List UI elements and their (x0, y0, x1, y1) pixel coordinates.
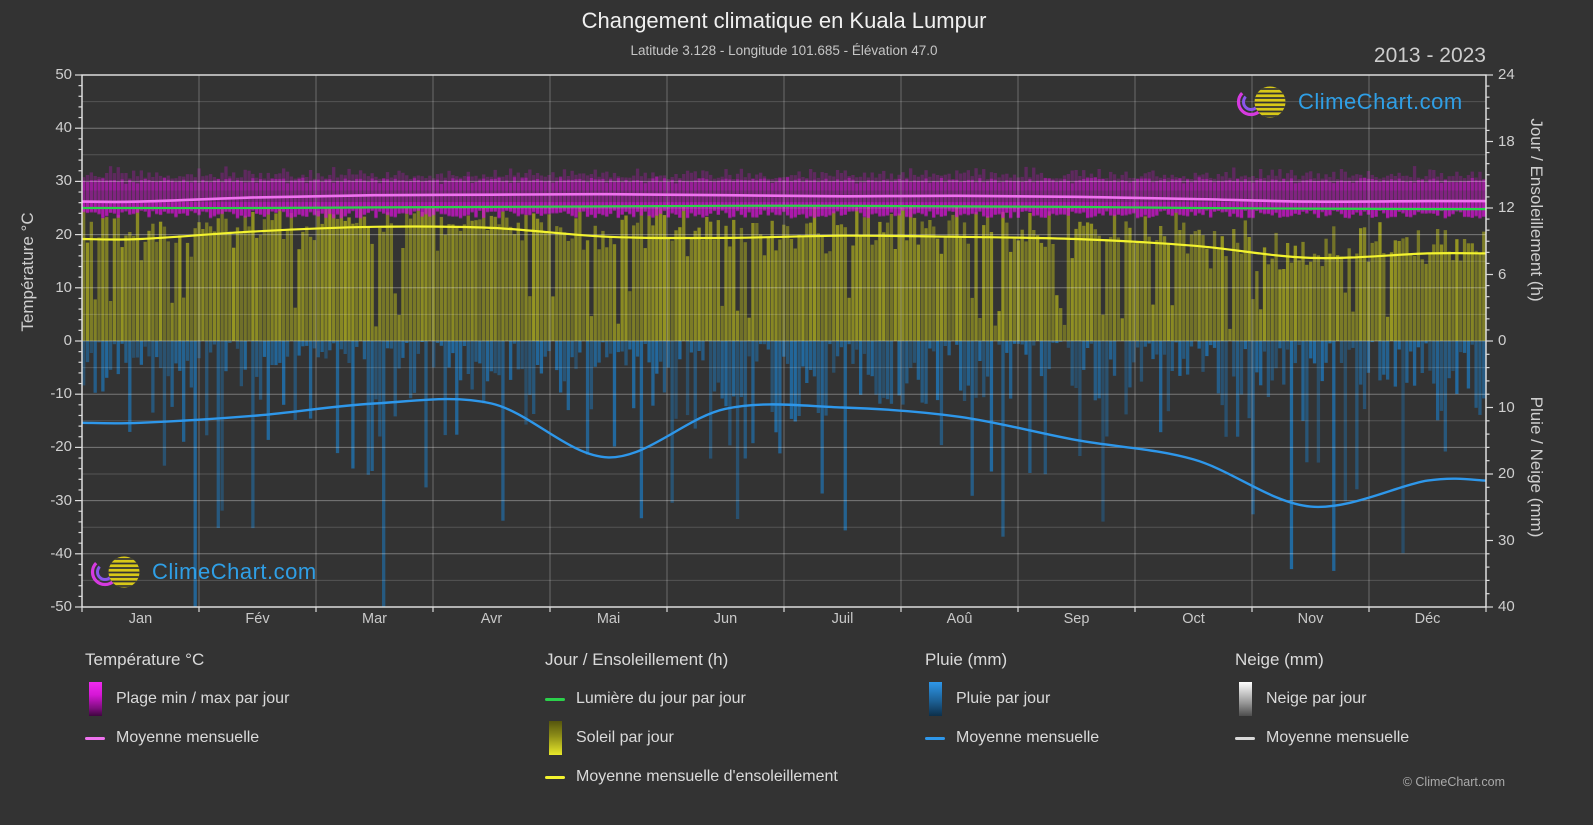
legend-group-snow: Neige (mm) Neige par jour Moyenne mensuell… (1235, 650, 1535, 760)
copyright-text: © ClimeChart.com (1402, 775, 1505, 789)
legend-item-label: Lumière du jour par jour (576, 690, 746, 707)
page-title: Changement climatique en Kuala Lumpur (581, 8, 987, 33)
month-label-5: Mai (596, 611, 621, 627)
legend-item: Moyenne mensuelle (1235, 721, 1535, 755)
year-range: 2013 - 2023 (1373, 44, 1486, 67)
legend-item: Pluie par jour (925, 682, 1225, 716)
month-label-12: Déc (1414, 611, 1441, 627)
legend-gradient-swatch (1235, 682, 1255, 716)
month-label-8: Aoû (946, 611, 973, 627)
sun-tick-label: 24 (1498, 66, 1515, 83)
legend-gradient-swatch (85, 682, 105, 716)
temp-tick-label: 50 (55, 66, 72, 83)
legend-line-swatch (85, 721, 105, 755)
legend-item: Soleil par jour (545, 721, 845, 755)
watermark-bottom-left: ClimeChart.com (90, 552, 317, 592)
sun-tick-label: 6 (1498, 265, 1507, 283)
legend-group-rain: Pluie (mm) Pluie par jour Moyenne mensuell… (925, 650, 1225, 760)
legend-header-daylight-sun: Jour / Ensoleillement (h) (545, 650, 729, 669)
temp-tick-label: 20 (55, 225, 72, 243)
temp-tick-label: -50 (50, 598, 72, 615)
precip-tick-label: 20 (1498, 465, 1515, 482)
temperature-monthly-mean-line (81, 192, 1487, 204)
month-label-9: Sep (1063, 611, 1090, 627)
legend-item: Moyenne mensuelle (85, 721, 385, 755)
watermark-text: ClimeChart.com (152, 559, 317, 584)
legend-header-rain: Pluie (mm) (925, 650, 1008, 669)
legend-group-temperature: Température °C Plage min / max par jour Mo… (85, 650, 385, 760)
gridlines-layer (82, 75, 1486, 607)
temp-tick-label: -20 (50, 438, 72, 456)
legend-line-swatch (1235, 721, 1255, 755)
sunshine-monthly-mean-line (81, 225, 1487, 260)
legend-item: Lumière du jour par jour (545, 682, 845, 716)
month-label-7: Juil (831, 611, 854, 627)
month-label-11: Nov (1297, 611, 1324, 627)
legend-item-label: Moyenne mensuelle d'ensoleillement (576, 768, 838, 785)
climechart-logo-icon (1236, 86, 1286, 118)
temp-tick-label: -40 (50, 544, 72, 562)
month-label-10: Oct (1182, 611, 1205, 627)
precip-tick-label: 10 (1498, 398, 1515, 416)
legend-item: Plage min / max par jour (85, 682, 385, 716)
axis-layer (75, 74, 1493, 612)
climechart-logo-icon (90, 556, 140, 588)
precip-tick-label: 40 (1498, 598, 1515, 615)
watermark-top-right: ClimeChart.com (1236, 82, 1463, 122)
legend-item: Neige par jour (1235, 682, 1535, 716)
mean-lines-layer (81, 192, 1487, 509)
legend-group-daylight-sun: Jour / Ensoleillement (h) Lumière du jour… (545, 650, 845, 799)
legend-item-label: Pluie par jour (956, 690, 1051, 707)
temp-tick-label: 0 (63, 332, 72, 349)
sun-tick-label: 18 (1498, 132, 1515, 150)
temp-tick-label: 30 (55, 172, 72, 190)
temp-axis-label: Température °C (18, 212, 37, 332)
legend-gradient-swatch (545, 721, 565, 755)
month-label-3: Mar (362, 611, 387, 627)
legend-line-swatch (545, 682, 565, 716)
legend-header-snow: Neige (mm) (1235, 650, 1324, 669)
legend-item-label: Moyenne mensuelle (956, 729, 1100, 746)
daylight-line (81, 204, 1487, 211)
legend-gradient-swatch (925, 682, 945, 716)
rain-monthly-mean-line (81, 397, 1487, 509)
watermark-text: ClimeChart.com (1298, 89, 1463, 114)
legend-item-label: Moyenne mensuelle (1266, 729, 1410, 746)
precip-tick-label: 30 (1498, 531, 1515, 549)
legend-line-swatch (925, 721, 945, 755)
month-label-6: Jun (713, 611, 738, 627)
page-subtitle: Latitude 3.128 - Longitude 101.685 - Élé… (630, 43, 938, 58)
temp-tick-label: 10 (55, 278, 72, 296)
legend-item-label: Neige par jour (1266, 690, 1367, 707)
month-label-4: Avr (480, 611, 503, 627)
legend-item: Moyenne mensuelle (925, 721, 1225, 755)
legend-item: Moyenne mensuelle d'ensoleillement (545, 760, 845, 794)
month-label-1: Jan (128, 611, 153, 627)
temp-tick-label: 40 (55, 119, 72, 137)
legend-item-label: Soleil par jour (576, 729, 674, 746)
sun-tick-label: 0 (1498, 332, 1507, 349)
temp-tick-label: -30 (50, 491, 72, 509)
legend-item-label: Plage min / max par jour (116, 690, 290, 707)
legend-item-label: Moyenne mensuelle (116, 729, 260, 746)
month-label-2: Fév (245, 611, 270, 627)
legend-line-swatch (545, 760, 565, 794)
sun-tick-label: 12 (1498, 199, 1515, 216)
legend-header-temperature: Température °C (85, 650, 205, 669)
temp-tick-label: -10 (50, 385, 72, 403)
